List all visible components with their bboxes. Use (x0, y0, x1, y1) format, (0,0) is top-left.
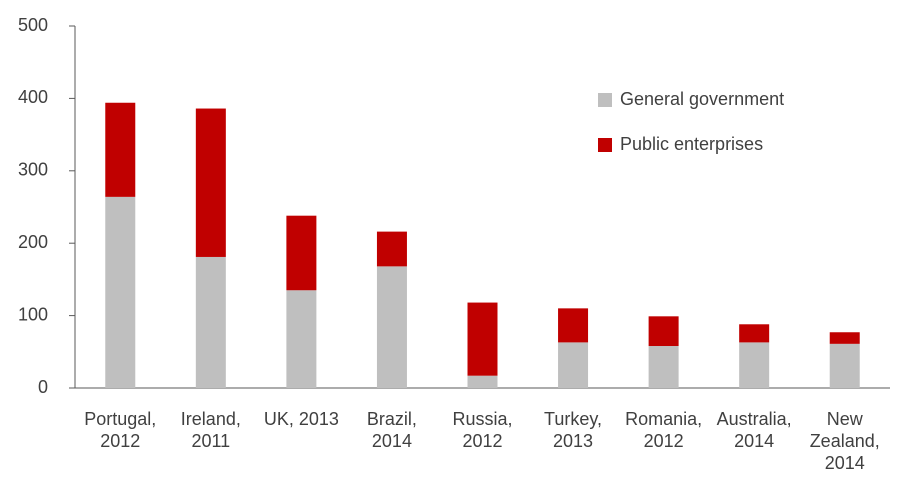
bar-segment (467, 302, 498, 376)
bar-segment (195, 256, 226, 388)
x-tick-label: Turkey, 2013 (544, 409, 603, 451)
bar-segment (558, 342, 589, 388)
x-tick-label: Portugal, 2012 (84, 409, 157, 451)
bar-segment (648, 346, 679, 388)
bar-segment (739, 342, 770, 388)
legend-label: General government (620, 89, 784, 109)
legend-swatch (598, 138, 612, 152)
bar-segment (376, 266, 407, 388)
bar-segment (105, 102, 136, 197)
x-tick-label: Brazil, 2014 (366, 409, 417, 451)
x-tick-label: Ireland, 2011 (180, 409, 241, 451)
bar-segment (195, 108, 226, 257)
legend-label: Public enterprises (620, 134, 763, 154)
x-tick-label: New Zealand, 2014 (809, 409, 880, 473)
y-tick-label: 200 (18, 232, 48, 252)
x-tick-label: Russia, 2012 (452, 409, 513, 451)
bar-segment (829, 343, 860, 388)
bar-segment (467, 375, 498, 388)
y-tick-label: 0 (38, 377, 48, 397)
x-tick-label: Romania, 2012 (625, 409, 703, 451)
bar-segment (648, 316, 679, 347)
y-tick-label: 400 (18, 87, 48, 107)
bar-segment (829, 332, 860, 344)
bar-segment (558, 308, 589, 343)
legend-swatch (598, 93, 612, 107)
bar-segment (286, 215, 317, 291)
y-tick-label: 100 (18, 304, 48, 324)
bar-segment (376, 231, 407, 267)
y-tick-label: 500 (18, 15, 48, 35)
x-tick-label: Australia, 2014 (716, 409, 792, 451)
bar-segment (105, 196, 136, 388)
bar-segment (286, 290, 317, 388)
x-tick-label: UK, 2013 (263, 409, 339, 429)
bar-segment (739, 324, 770, 343)
y-tick-label: 300 (18, 160, 48, 180)
